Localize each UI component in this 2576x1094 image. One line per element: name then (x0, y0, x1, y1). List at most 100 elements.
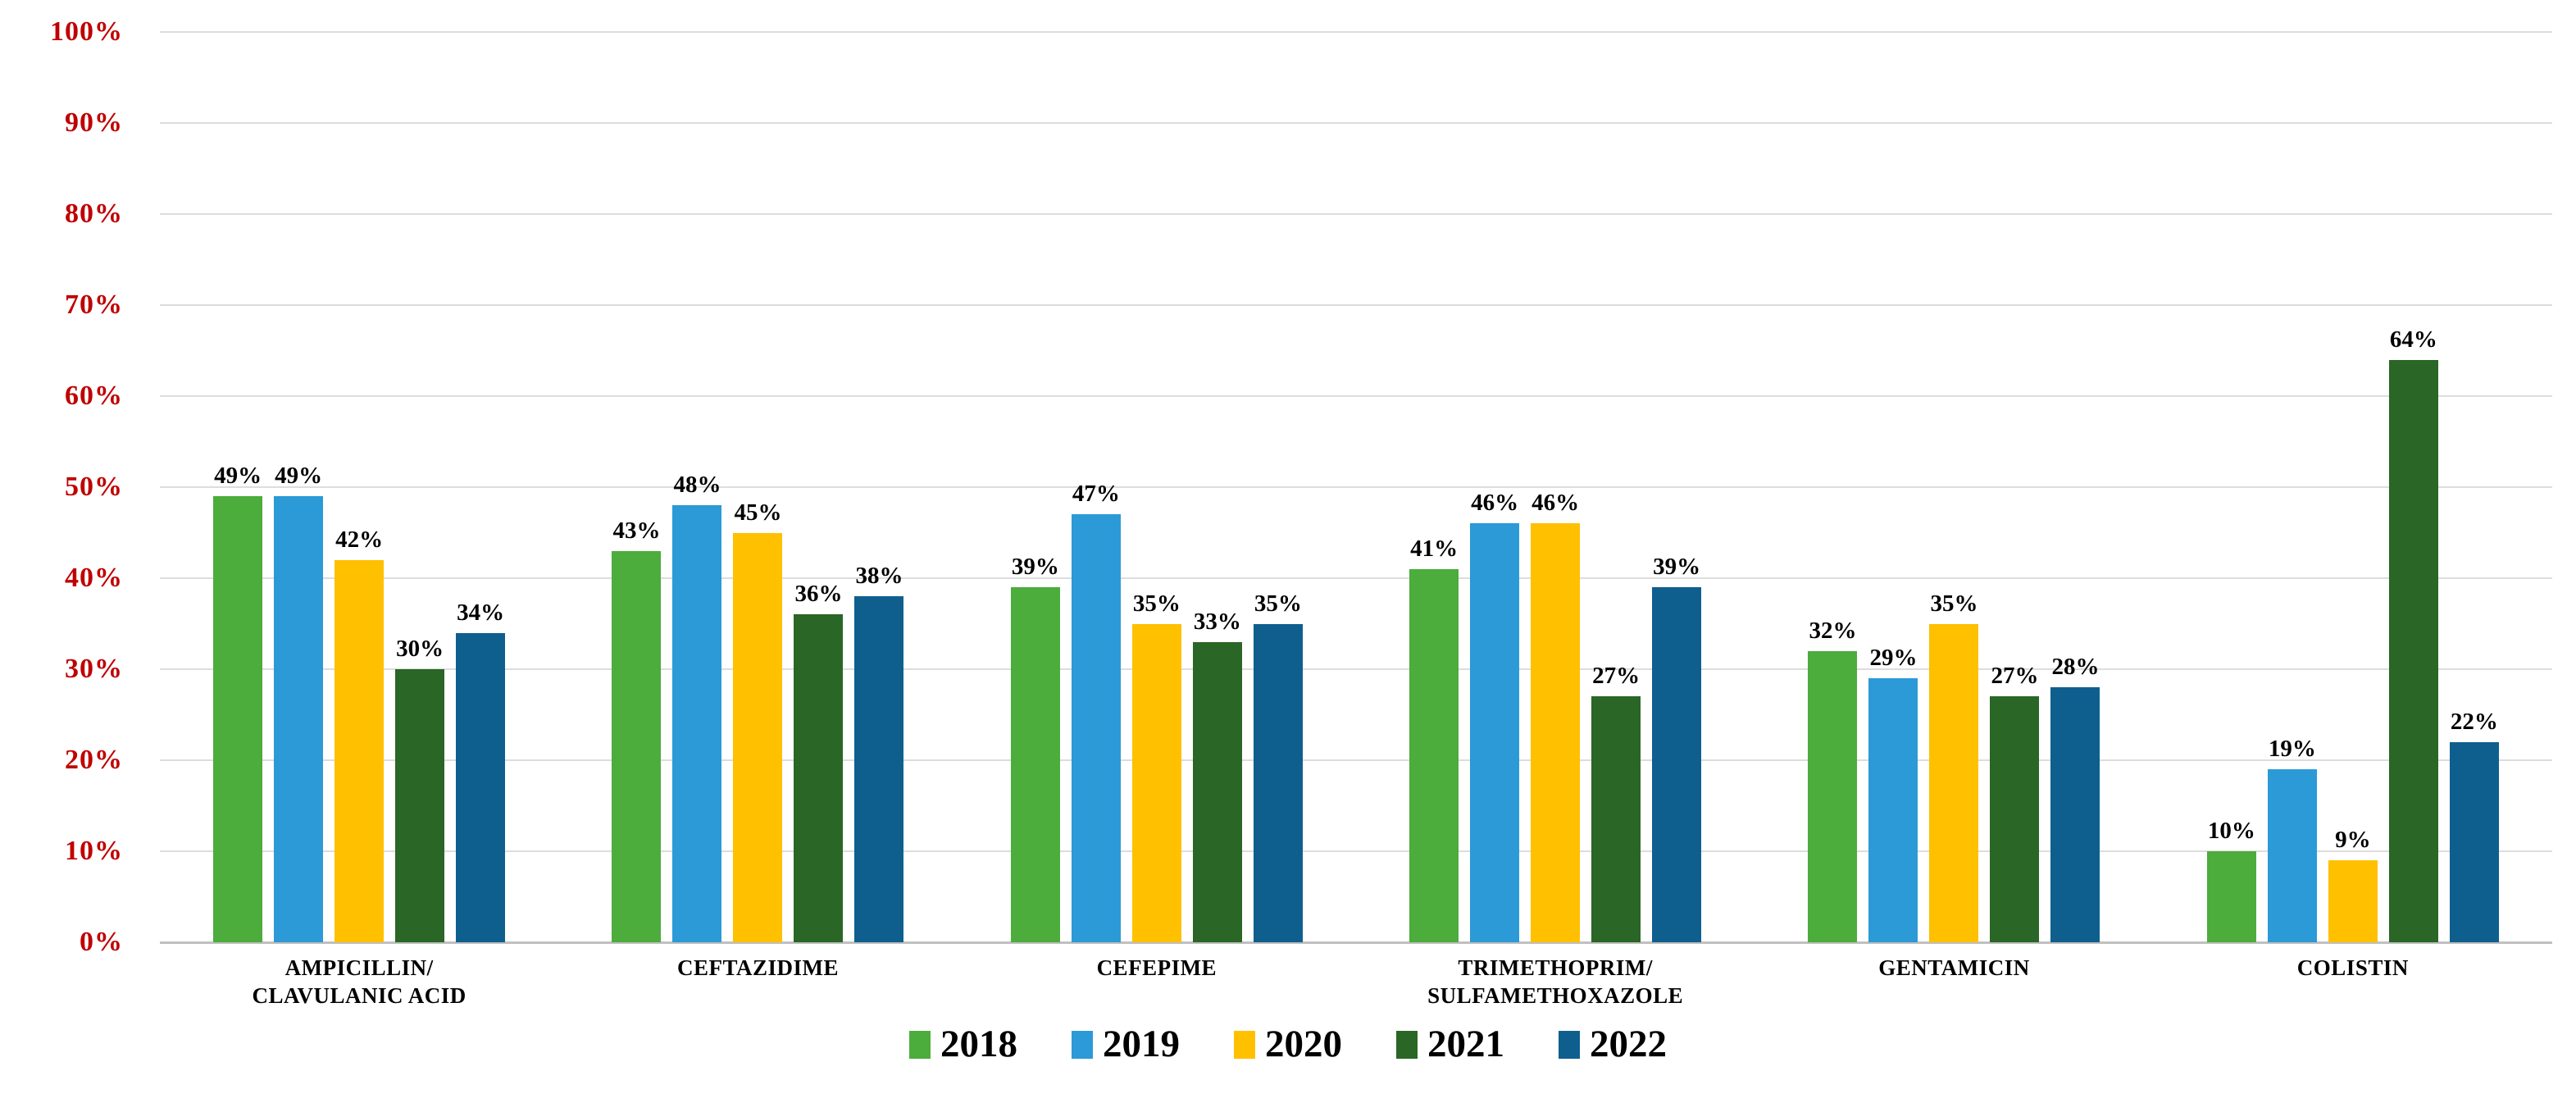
x-axis-labels: AMPICILLIN/CLAVULANIC ACID CEFTAZIDIME CEF… (160, 954, 2552, 1028)
bar-wrap-2022-6: 22% (2449, 709, 2499, 942)
y-tick-label-100: 100% (50, 16, 123, 47)
data-label-2022-4: 39% (1653, 554, 1701, 581)
bar-2021-2 (794, 614, 844, 942)
bar-2021-1 (395, 669, 445, 942)
y-tick-label-50: 50% (65, 472, 123, 502)
y-tick-label-0: 0% (80, 927, 123, 957)
y-tick-label-30: 30% (65, 654, 123, 684)
bar-2022-6 (2449, 741, 2499, 942)
bar-wrap-2019-6: 19% (2267, 736, 2317, 942)
data-label-2019-4: 46% (1471, 490, 1519, 517)
data-label-2020-5: 35% (1930, 590, 1978, 617)
y-tick-label-40: 40% (65, 563, 123, 593)
bar-2019-5 (1868, 678, 1918, 942)
y-tick-label-20: 20% (65, 745, 123, 775)
data-label-2021-4: 27% (1592, 663, 1641, 690)
bar-wrap-2022-5: 28% (2050, 654, 2100, 942)
plot-area: 49% 49% 42% 30% 34% 43% 48% 45% 36% 38% 39% 47% 35% 3… (160, 31, 2552, 944)
bar-2021-6 (2388, 359, 2438, 942)
bar-wrap-2021-6: 64% (2388, 326, 2438, 942)
bar-wrap-2022-3: 35% (1253, 590, 1303, 942)
bar-wrap-2022-4: 39% (1652, 554, 1702, 942)
data-label-2018-6: 10% (2207, 818, 2255, 844)
bar-2020-6 (2328, 860, 2378, 942)
data-label-2019-5: 29% (1869, 645, 1918, 672)
data-label-2019-3: 47% (1072, 481, 1120, 508)
y-tick-label-10: 10% (65, 836, 123, 866)
gridline-10 (160, 850, 2552, 852)
bar-2021-3 (1192, 641, 1242, 942)
category-label-line: AMPICILLIN/ (284, 955, 434, 980)
bar-wrap-2019-2: 48% (672, 472, 722, 942)
gridline-80 (160, 213, 2552, 215)
data-label-2018-4: 41% (1410, 535, 1459, 562)
bar-wrap-2018-5: 32% (1808, 618, 1858, 942)
gridline-20 (160, 759, 2552, 761)
bar-wrap-2018-1: 49% (213, 463, 263, 942)
legend-entry-2022: 2022 (1559, 1025, 1667, 1064)
category-label-line: GENTAMICIN (1878, 955, 2030, 980)
bar-2020-5 (1929, 623, 1979, 942)
legend-entry-2018: 2018 (909, 1025, 1017, 1064)
gridline-90 (160, 122, 2552, 124)
legend-swatch-2019 (1072, 1030, 1093, 1059)
legend-entry-2020: 2020 (1234, 1025, 1342, 1064)
bar-group-5: 32% 29% 35% 27% 28% (1755, 32, 2153, 942)
data-label-2018-1: 49% (214, 463, 262, 490)
data-label-2022-3: 35% (1254, 590, 1302, 617)
bar-group-4: 41% 46% 46% 27% 39% (1356, 32, 1755, 942)
legend: 2018 2019 2020 2021 2022 (0, 1025, 2576, 1064)
category-label-1: AMPICILLIN/CLAVULANIC ACID (160, 954, 558, 1010)
bar-2018-5 (1808, 650, 1858, 942)
data-label-2020-1: 42% (335, 526, 384, 553)
bar-group-2: 43% 48% 45% 36% 38% (558, 32, 957, 942)
data-label-2022-2: 38% (855, 563, 903, 590)
category-label-line: CEFEPIME (1096, 955, 1217, 980)
bar-wrap-2018-3: 39% (1010, 554, 1060, 942)
legend-swatch-2018 (909, 1030, 931, 1059)
category-label-4: TRIMETHOPRIM/SULFAMETHOXAZOLE (1356, 954, 1755, 1010)
y-tick-label-80: 80% (65, 198, 123, 229)
bar-2018-6 (2206, 851, 2256, 942)
bar-wrap-2022-2: 38% (854, 563, 904, 942)
bar-2020-1 (335, 559, 385, 942)
data-label-2018-3: 39% (1011, 554, 1059, 581)
bar-wrap-2018-6: 10% (2206, 818, 2256, 942)
bar-2022-3 (1253, 623, 1303, 942)
data-label-2018-5: 32% (1809, 617, 1857, 644)
bar-wrap-2020-5: 35% (1929, 590, 1979, 942)
x-axis-line (160, 941, 2552, 944)
bar-2021-5 (1990, 696, 2040, 942)
gridline-70 (160, 304, 2552, 306)
bar-wrap-2022-1: 34% (456, 599, 506, 942)
bar-group-1: 49% 49% 42% 30% 34% (160, 32, 558, 942)
bar-2018-3 (1010, 587, 1060, 942)
bar-2018-4 (1409, 568, 1459, 942)
gridline-40 (160, 577, 2552, 579)
gridline-100 (160, 31, 2552, 33)
bar-wrap-2020-4: 46% (1531, 490, 1581, 942)
data-label-2021-1: 30% (396, 636, 444, 662)
category-label-3: CEFEPIME (958, 954, 1356, 982)
bar-2018-1 (213, 496, 263, 942)
gridline-30 (160, 668, 2552, 670)
data-label-2022-1: 34% (457, 599, 505, 626)
data-label-2020-4: 46% (1531, 490, 1580, 517)
bar-2022-5 (2050, 687, 2100, 942)
category-label-5: GENTAMICIN (1755, 954, 2153, 982)
bar-wrap-2020-2: 45% (733, 499, 783, 942)
bar-wrap-2019-3: 47% (1071, 481, 1121, 942)
bar-2018-2 (612, 550, 662, 942)
legend-label-2020: 2020 (1265, 1023, 1342, 1065)
category-label-line: CLAVULANIC ACID (252, 983, 467, 1008)
data-label-2021-5: 27% (1991, 663, 2039, 690)
bar-wrap-2021-2: 36% (794, 581, 844, 942)
data-label-2019-2: 48% (673, 472, 721, 499)
bar-2022-1 (456, 632, 506, 942)
data-label-2021-2: 36% (794, 581, 843, 608)
bar-wrap-2019-4: 46% (1470, 490, 1520, 942)
bar-2019-3 (1071, 514, 1121, 942)
y-tick-label-60: 60% (65, 381, 123, 411)
bar-2020-3 (1131, 623, 1181, 942)
bar-2022-2 (854, 596, 904, 942)
